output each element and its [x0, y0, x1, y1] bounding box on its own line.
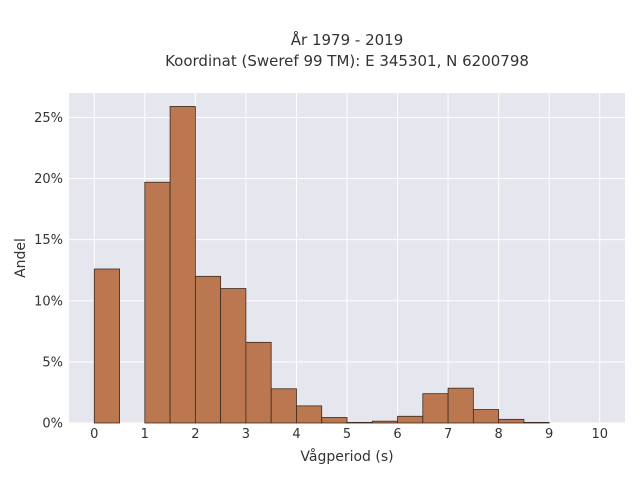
histogram-bar [169, 106, 196, 424]
y-tick-label: 15% [34, 233, 63, 248]
histogram-bar [397, 415, 424, 424]
histogram-bar [93, 268, 120, 424]
x-tick-label: 4 [292, 427, 300, 442]
histogram-bar [270, 388, 297, 424]
histogram-bar [296, 405, 323, 424]
bars [93, 106, 550, 424]
histogram-bar [422, 393, 449, 424]
histogram-bar [245, 341, 272, 424]
x-tick-label: 0 [90, 427, 98, 442]
x-tick-label: 9 [545, 427, 553, 442]
y-axis-label: Andel [13, 238, 29, 278]
y-tick-label: 25% [34, 111, 63, 126]
histogram-bar [346, 421, 373, 424]
y-tick-label: 5% [42, 355, 63, 370]
y-tick-label: 10% [34, 294, 63, 309]
histogram-bar [472, 409, 500, 424]
histogram-bar [194, 275, 222, 424]
y-tick-label: 20% [34, 172, 63, 187]
histogram-bar [498, 418, 525, 424]
x-tick-label: 10 [591, 427, 608, 442]
histogram-bar [371, 420, 398, 424]
histogram-bar [523, 421, 550, 424]
chart-title-line-1: År 1979 - 2019 [291, 30, 404, 49]
x-tick-label: 8 [494, 427, 502, 442]
x-tick-label: 3 [242, 427, 250, 442]
histogram-bar [447, 387, 474, 424]
histogram-bar [220, 288, 247, 424]
x-axis-label: Vågperiod (s) [300, 448, 393, 465]
y-axis-ticks: 0% 5% 10% 15% 20% 25% [34, 111, 63, 432]
x-tick-label: 5 [343, 427, 351, 442]
y-tick-label: 0% [42, 417, 63, 432]
chart-title-line-2: Koordinat (Sweref 99 TM): E 345301, N 62… [165, 52, 529, 70]
x-tick-label: 6 [393, 427, 401, 442]
x-tick-label: 7 [444, 427, 452, 442]
histogram-bar [321, 417, 348, 424]
x-axis-ticks: 0 1 2 3 4 5 6 7 8 9 10 [90, 427, 608, 442]
x-tick-label: 2 [191, 427, 199, 442]
x-tick-label: 1 [141, 427, 149, 442]
histogram-bar [144, 181, 171, 424]
